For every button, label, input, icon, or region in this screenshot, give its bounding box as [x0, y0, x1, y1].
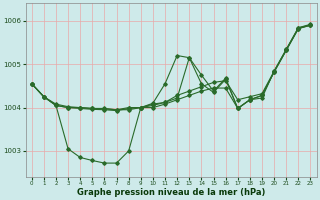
- X-axis label: Graphe pression niveau de la mer (hPa): Graphe pression niveau de la mer (hPa): [77, 188, 265, 197]
